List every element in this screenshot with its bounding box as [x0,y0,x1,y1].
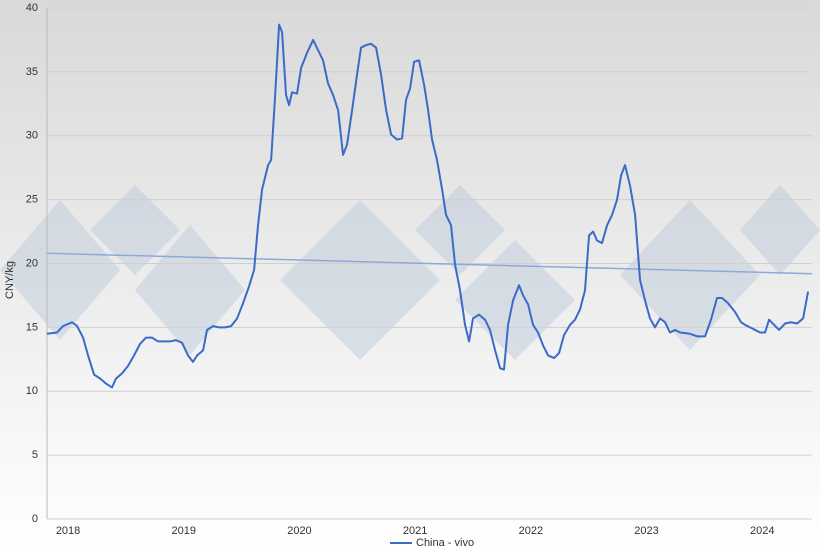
y-axis-label: CNY/kg [4,261,16,299]
y-tick-label: 25 [26,194,38,206]
y-tick-label: 35 [26,66,38,78]
watermark [0,185,820,360]
y-tick-label: 40 [26,2,38,14]
y-tick-label: 30 [26,130,38,142]
y-tick-label: 15 [26,321,38,333]
x-tick-label: 2024 [750,525,774,537]
legend-label: China - vivo [416,537,474,549]
legend: China - vivo [390,537,474,549]
x-tick-label: 2018 [56,525,80,537]
x-tick-label: 2020 [287,525,311,537]
x-tick-label: 2022 [519,525,543,537]
y-tick-label: 5 [32,449,38,461]
trendline [46,252,813,275]
x-tick-label: 2021 [403,525,427,537]
grid [47,7,812,520]
x-tick-label: 2019 [172,525,196,537]
y-tick-label: 0 [32,513,38,525]
x-tick-label: 2023 [634,525,658,537]
y-tick-label: 20 [26,257,38,269]
y-tick-label: 10 [26,385,38,397]
data-line [46,23,810,389]
